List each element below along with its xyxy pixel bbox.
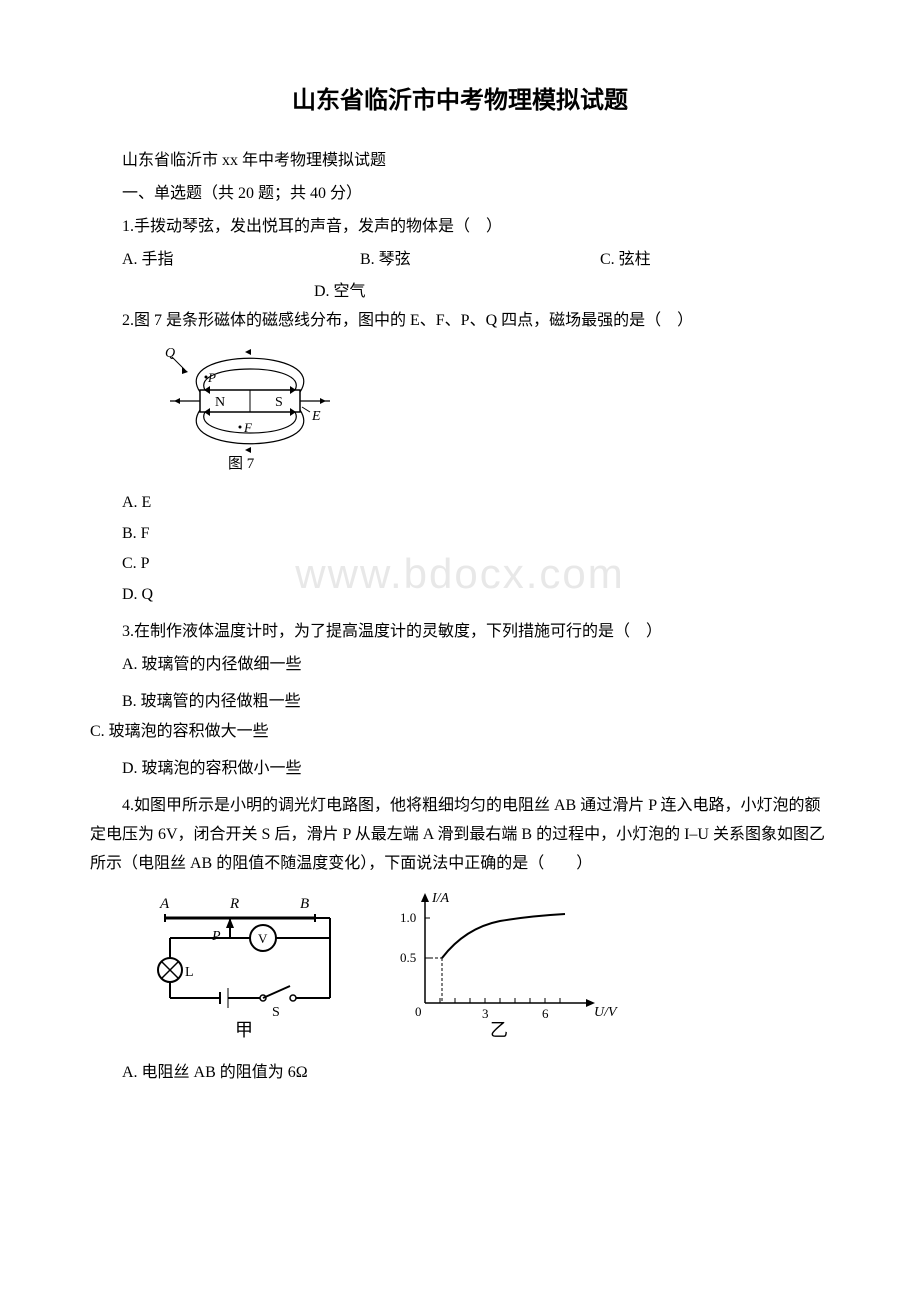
q1-option-d: D. 空气 — [90, 278, 830, 307]
circuit-diagram: A R B P V L — [150, 888, 350, 1038]
circ-label-a: A — [159, 896, 170, 912]
graph-x6: 6 — [542, 1006, 549, 1021]
label-f: F — [243, 420, 253, 435]
graph-y05: 0.5 — [400, 950, 416, 965]
q1-option-b: B. 琴弦 — [360, 246, 600, 275]
q1-option-a: A. 手指 — [90, 246, 360, 275]
graph-y10: 1.0 — [400, 910, 416, 925]
circ-label-b: B — [300, 896, 309, 912]
circ-label-l: L — [185, 965, 194, 980]
q2-stem: 2.图 7 是条形磁体的磁感线分布，图中的 E、F、P、Q 四点，磁场最强的是（… — [90, 307, 830, 336]
q2-figure: N S Q P F E 图 7 — [160, 342, 830, 483]
subtitle: 山东省临沂市 xx 年中考物理模拟试题 — [90, 147, 830, 176]
q3-option-b: B. 玻璃管的内径做粗一些 — [90, 688, 830, 717]
circ-label-p: P — [211, 929, 221, 944]
q2-option-b: B. F — [90, 520, 830, 549]
label-e: E — [311, 409, 321, 424]
q4-circuit-wrap: A R B P V L — [150, 888, 350, 1049]
q4-figures: A R B P V L — [150, 888, 830, 1049]
graph-origin: 0 — [415, 1004, 422, 1019]
q2-option-d: D. Q — [90, 581, 830, 610]
q2-option-a: A. E — [90, 489, 830, 518]
graph-xlabel: U/V — [594, 1005, 618, 1020]
q3-option-d: D. 玻璃泡的容积做小一些 — [90, 755, 830, 784]
circ-label-r: R — [229, 896, 239, 912]
circ-label-v: V — [258, 931, 268, 946]
page-title: 山东省临沂市中考物理模拟试题 — [90, 80, 830, 123]
q3-option-a: A. 玻璃管的内径做细一些 — [90, 651, 830, 680]
graph-ylabel: I/A — [431, 891, 450, 906]
fig7-caption: 图 7 — [228, 455, 255, 472]
q3-option-c: C. 玻璃泡的容积做大一些 — [90, 718, 830, 747]
q4-graph-wrap: I/A U/V 0 0.5 1.0 3 6 乙 — [390, 888, 620, 1049]
q2-option-c: C. P — [90, 550, 830, 579]
caption-yi: 乙 — [490, 1020, 508, 1038]
q4-stem: 4.如图甲所示是小明的调光灯电路图，他将粗细均匀的电阻丝 AB 通过滑片 P 连… — [90, 792, 830, 878]
q1-options-row: A. 手指 B. 琴弦 C. 弦柱 — [90, 246, 830, 275]
q1-option-c: C. 弦柱 — [600, 246, 800, 275]
magnet-diagram: N S Q P F E 图 7 — [160, 342, 345, 472]
label-p: P — [207, 370, 216, 385]
section-heading: 一、单选题（共 20 题；共 40 分） — [90, 180, 830, 209]
q1-stem: 1.手拨动琴弦，发出悦耳的声音，发声的物体是（ ） — [90, 213, 830, 242]
label-s: S — [275, 395, 283, 410]
graph-x3: 3 — [482, 1006, 489, 1021]
label-n: N — [215, 395, 225, 410]
caption-jia: 甲 — [235, 1020, 253, 1038]
q3-stem: 3.在制作液体温度计时，为了提高温度计的灵敏度，下列措施可行的是（ ） — [90, 618, 830, 647]
iv-graph: I/A U/V 0 0.5 1.0 3 6 乙 — [390, 888, 620, 1038]
circ-label-s: S — [272, 1005, 280, 1020]
q4-option-a: A. 电阻丝 AB 的阻值为 6Ω — [90, 1059, 830, 1088]
